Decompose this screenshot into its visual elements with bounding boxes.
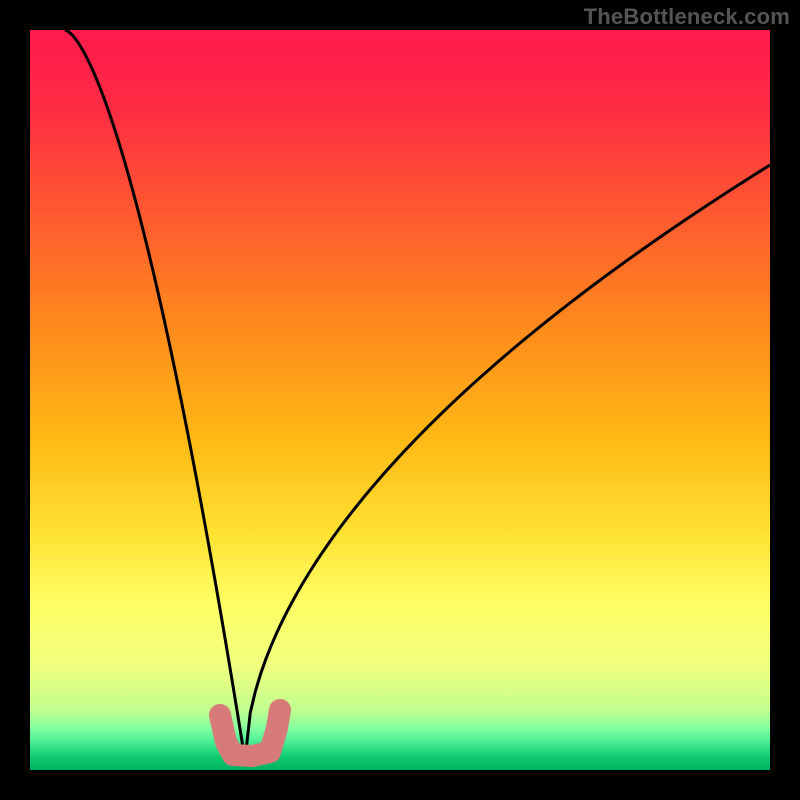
plot-background	[30, 30, 770, 770]
watermark-text: TheBottleneck.com	[584, 4, 790, 30]
bottleneck-chart	[0, 0, 800, 800]
